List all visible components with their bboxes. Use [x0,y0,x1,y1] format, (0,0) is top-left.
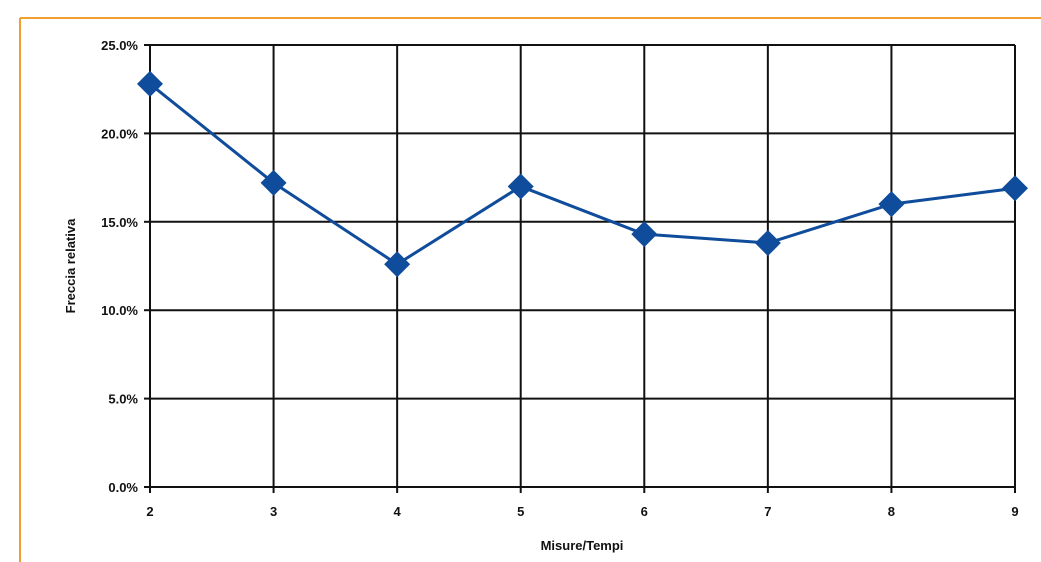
series-line-0 [149,82,1016,266]
y-axis-label: Freccia relativa [63,218,78,313]
data-point-0-6 [878,191,905,218]
y-tick-label-5: 25.0% [101,38,138,53]
x-axis-label: Misure/Tempi [541,538,624,553]
series-layer [137,70,1028,278]
x-tick-label-0: 2 [146,504,153,519]
data-point-0-3 [507,173,534,200]
x-tick-label-2: 4 [394,504,402,519]
data-point-0-4 [631,221,658,248]
x-tick-label-7: 9 [1011,504,1018,519]
x-tick-label-4: 6 [641,504,648,519]
x-tick-label-5: 7 [764,504,771,519]
y-tick-label-3: 15.0% [101,215,138,230]
data-point-0-1 [260,169,287,196]
data-point-0-2 [384,251,411,278]
x-axis-ticks: 2 3 4 5 6 7 8 9 [146,504,1018,519]
y-tick-label-1: 5.0% [108,392,138,407]
data-point-0-7 [1002,175,1028,202]
x-tick-label-6: 8 [888,504,895,519]
data-point-0-0 [137,70,163,97]
plot-grid [144,44,1016,493]
x-tick-label-1: 3 [270,504,277,519]
y-tick-label-2: 10.0% [101,303,138,318]
y-tick-label-0: 0.0% [108,480,138,495]
y-axis-ticks: 0.0% 5.0% 10.0% 15.0% 20.0% 25.0% [101,38,138,495]
x-tick-label-3: 5 [517,504,524,519]
y-tick-label-4: 20.0% [101,126,138,141]
data-point-0-5 [754,230,781,257]
